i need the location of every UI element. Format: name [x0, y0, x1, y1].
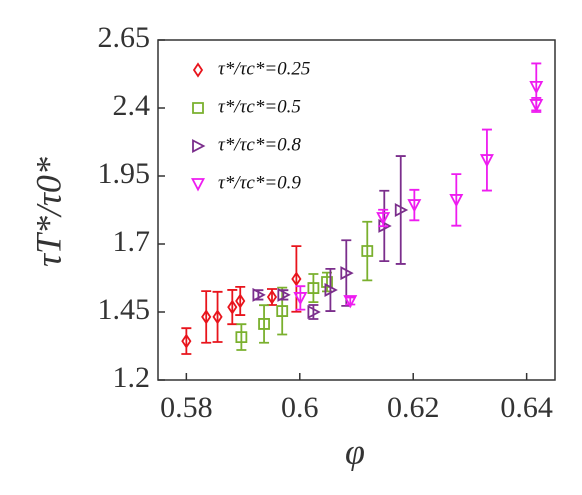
- error-bar: [308, 304, 319, 320]
- y-tick-label: 1.95: [98, 157, 151, 190]
- marker: [394, 203, 409, 217]
- error-bar: [409, 188, 420, 222]
- legend-label: τ*/τc*=0.5: [218, 96, 301, 117]
- error-bar: [345, 296, 356, 306]
- x-tick-label: 0.6: [281, 391, 319, 424]
- marker: [407, 199, 422, 213]
- marker: [343, 295, 358, 309]
- legend-label: τ*/τc*=0.25: [218, 58, 310, 79]
- marker: [201, 309, 212, 325]
- legend-label: τ*/τc*=0.8: [218, 134, 301, 155]
- legend-marker: [191, 178, 205, 192]
- y-tick-label: 1.2: [113, 361, 151, 394]
- x-tick-label: 0.64: [500, 391, 553, 424]
- marker: [252, 287, 266, 302]
- legend-marker: [192, 102, 204, 114]
- error-bar: [295, 285, 306, 311]
- marker: [449, 194, 464, 208]
- marker: [235, 331, 248, 343]
- error-bar: [362, 220, 373, 282]
- legend-marker: [192, 139, 206, 153]
- y-tick-label: 2.65: [98, 21, 151, 54]
- marker: [324, 282, 338, 297]
- marker: [307, 282, 320, 294]
- legend-label: τ*/τc*=0.9: [218, 172, 301, 193]
- marker: [376, 212, 391, 226]
- error-bar: [235, 286, 246, 316]
- error-bar: [308, 273, 319, 304]
- y-tick-label: 1.45: [98, 293, 151, 326]
- error-bar: [227, 289, 238, 326]
- x-tick-label: 0.58: [160, 391, 213, 424]
- error-bar: [181, 327, 192, 355]
- error-bar: [259, 304, 270, 344]
- error-bar: [291, 245, 302, 313]
- marker: [235, 293, 246, 309]
- marker: [291, 271, 302, 287]
- y-axis-label: τT*/τ0*: [28, 157, 68, 267]
- error-bar: [395, 155, 406, 265]
- legend-marker: [192, 62, 204, 78]
- marker: [293, 292, 308, 306]
- error-bar: [277, 286, 288, 336]
- x-tick-label: 0.62: [387, 391, 440, 424]
- marker: [212, 309, 223, 325]
- error-bar: [481, 128, 492, 192]
- marker: [181, 333, 192, 349]
- marker: [529, 80, 544, 95]
- x-axis-label: φ: [345, 431, 365, 471]
- error-bar: [451, 173, 462, 227]
- marker: [479, 154, 494, 168]
- marker: [361, 245, 374, 257]
- marker: [307, 305, 321, 319]
- marker: [258, 318, 270, 330]
- error-bar: [212, 290, 223, 343]
- marker: [529, 99, 544, 113]
- error-bar: [201, 290, 212, 344]
- marker: [340, 266, 354, 281]
- marker: [227, 299, 238, 315]
- y-tick-label: 2.4: [113, 89, 151, 122]
- marker: [277, 287, 291, 302]
- marker: [276, 305, 289, 317]
- marker: [266, 289, 278, 305]
- error-bar: [325, 267, 336, 312]
- error-bar: [236, 323, 247, 351]
- plot-frame: [157, 39, 556, 381]
- y-tick-label: 1.7: [113, 225, 151, 258]
